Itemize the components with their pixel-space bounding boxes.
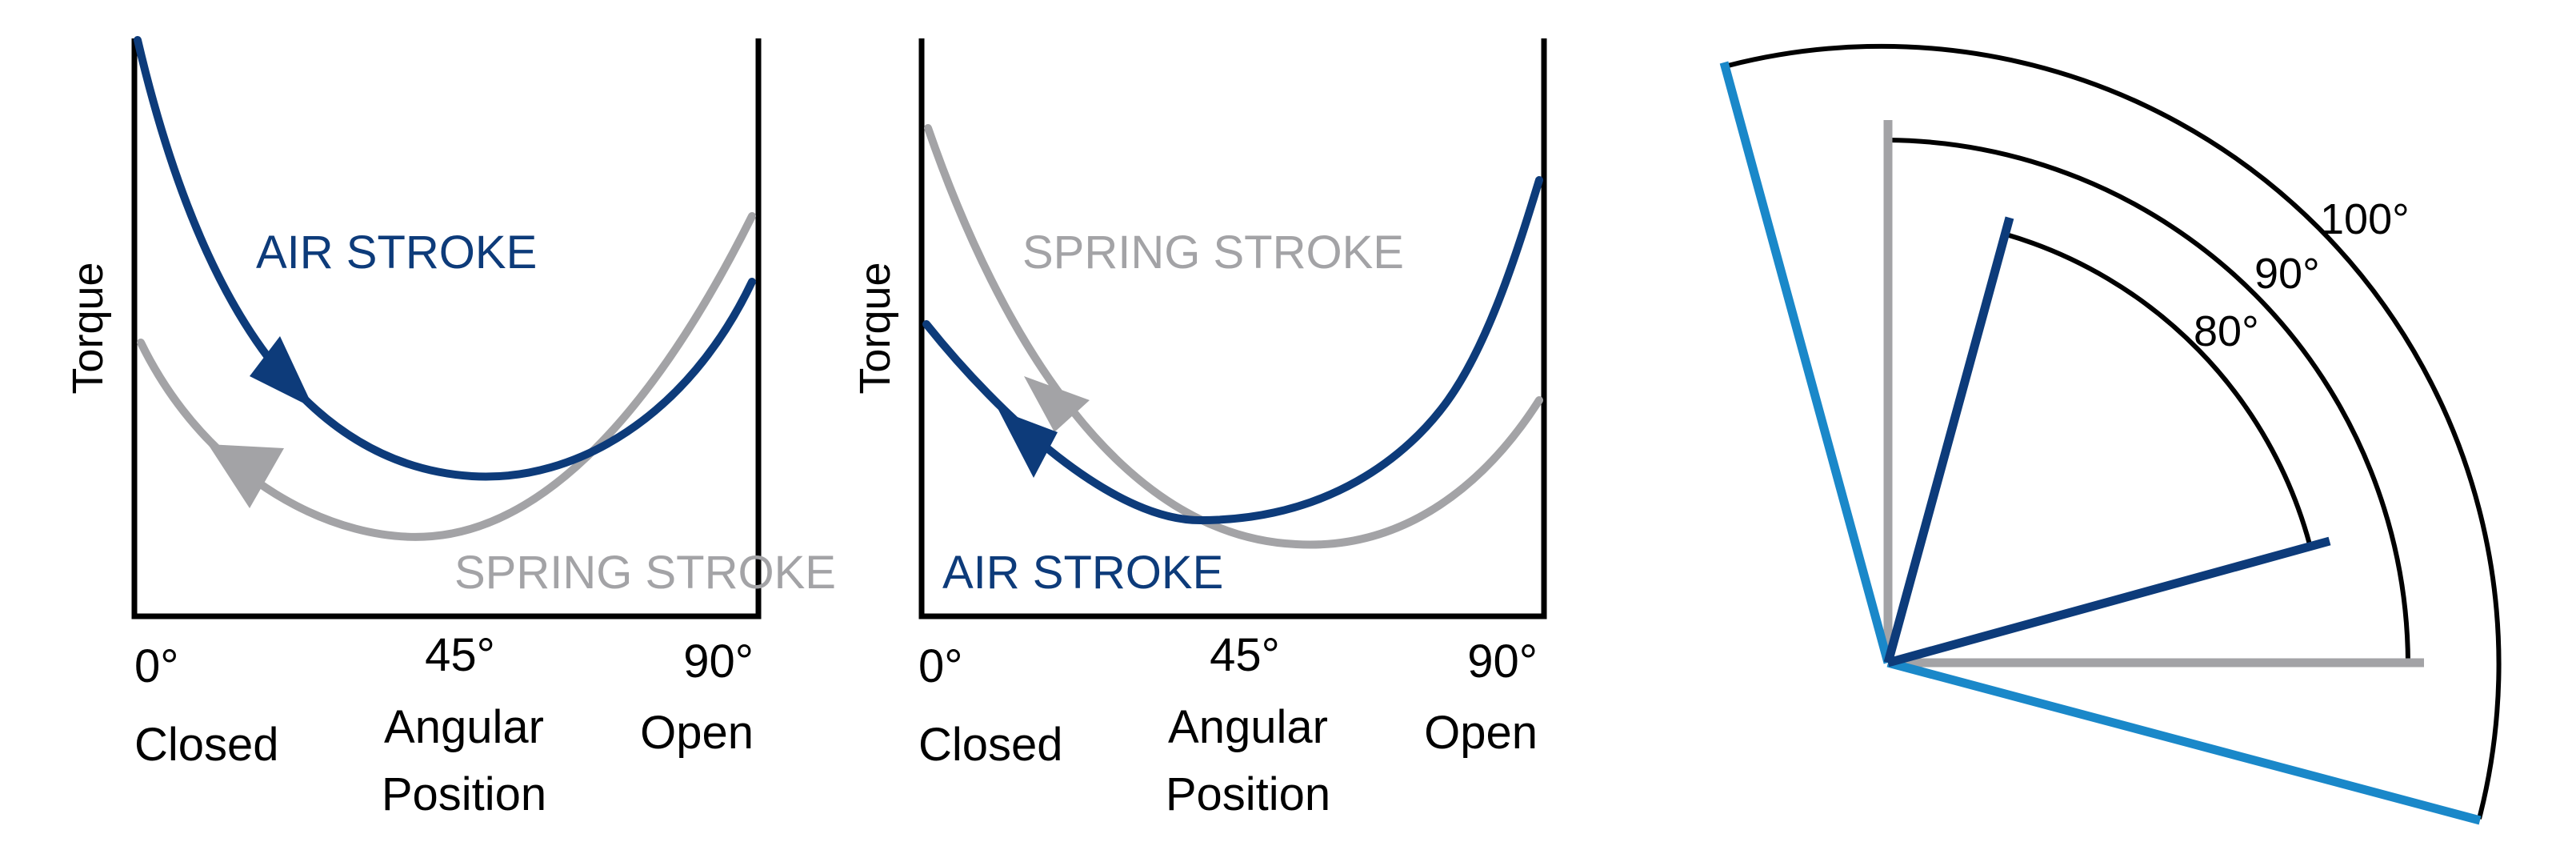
panel-2-spring-curve bbox=[924, 124, 1543, 549]
torque-panel-2: SPRING STROKE AIR STROKE Torque 0° Close… bbox=[851, 38, 1547, 820]
panel-2-tick-45: 45° bbox=[1210, 629, 1280, 681]
panel-1-air-stroke-label: AIR STROKE bbox=[256, 227, 537, 279]
panel-1-tick-closed: Closed bbox=[134, 719, 279, 771]
panel-2-position-label: Position bbox=[1166, 768, 1330, 820]
panel-2-tick-90: 90° bbox=[1467, 635, 1538, 688]
arc-80-degrees bbox=[2006, 232, 2312, 545]
panel-1-tick-open: Open bbox=[640, 707, 754, 759]
panel-2-air-stroke-label: AIR STROKE bbox=[942, 547, 1223, 599]
panel-1-axes bbox=[131, 38, 762, 619]
rotation-80-line-lower bbox=[1886, 536, 2331, 668]
label-100-degrees: 100° bbox=[2320, 195, 2410, 243]
rotation-100-line-left bbox=[1719, 61, 1893, 664]
panel-2-tick-0: 0° bbox=[918, 640, 962, 692]
panel-2-air-direction-arrow-icon bbox=[998, 410, 1058, 478]
panel-1-position-label: Position bbox=[382, 768, 546, 820]
panel-1-tick-0: 0° bbox=[134, 640, 178, 692]
panel-1-angular-label: Angular bbox=[384, 701, 544, 753]
rotation-angle-diagram: 100° 90° 80° bbox=[1719, 43, 2502, 825]
torque-panel-1: AIR STROKE SPRING STROKE Torque 0° Close… bbox=[64, 36, 836, 820]
rotation-80-line-upper bbox=[1883, 216, 2014, 664]
panel-1-spring-stroke-label: SPRING STROKE bbox=[454, 547, 836, 599]
panel-1-y-axis-label: Torque bbox=[64, 262, 112, 394]
panel-1-tick-45: 45° bbox=[425, 629, 495, 681]
panel-2-y-axis-label: Torque bbox=[851, 262, 899, 394]
arc-90-degrees bbox=[1887, 138, 2410, 664]
rotation-100-line-right bbox=[1886, 658, 2482, 825]
arc-100-degrees bbox=[1727, 43, 2502, 820]
panel-1-air-direction-arrow-icon bbox=[250, 336, 314, 408]
label-90-degrees: 90° bbox=[2254, 250, 2320, 298]
panel-2-spring-stroke-label: SPRING STROKE bbox=[1022, 227, 1404, 279]
panel-2-angular-label: Angular bbox=[1168, 701, 1328, 753]
panel-1-spring-direction-arrow-icon bbox=[208, 444, 284, 508]
label-80-degrees: 80° bbox=[2194, 307, 2259, 355]
panel-2-spring-direction-arrow-icon bbox=[1024, 376, 1090, 432]
panel-1-air-curve bbox=[134, 36, 756, 481]
panel-1-tick-90: 90° bbox=[683, 635, 754, 688]
panel-2-axes bbox=[918, 38, 1547, 619]
panel-2-tick-closed: Closed bbox=[918, 719, 1063, 771]
panel-2-tick-open: Open bbox=[1424, 707, 1538, 759]
